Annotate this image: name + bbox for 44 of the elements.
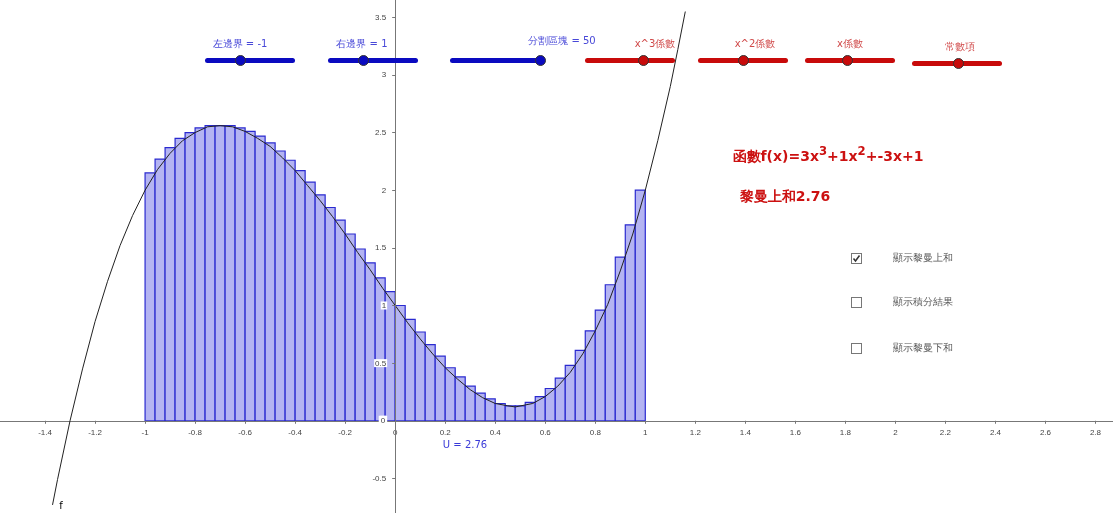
y-tick-label: 3 <box>381 70 387 80</box>
annotation: 常數項 <box>945 40 975 54</box>
annotation: 函數f(x)=3x$^{3}$+1x$^{2}$+-3x+1 <box>732 144 924 166</box>
annotation: 黎曼上和2.76 <box>739 188 831 206</box>
annotation: 顯示黎曼上和 <box>893 251 953 265</box>
y-tick-label: -0.5 <box>372 473 387 483</box>
annotation: 左邊界 = -1 <box>212 37 268 51</box>
x-tick-label: -0.4 <box>288 428 303 438</box>
y-tick-label: 1.5 <box>375 243 387 253</box>
x-tick-label: -1.4 <box>38 428 53 438</box>
y-tick-label: 0.5 <box>375 358 387 368</box>
x-tick-label: -1 <box>141 428 150 438</box>
x-tick-label: 0.4 <box>489 428 502 438</box>
annotation: 顯示黎曼下和 <box>893 341 953 355</box>
annotation: 右邊界 = 1 <box>336 37 388 51</box>
x-tick-label: 1.8 <box>839 428 852 438</box>
annotation: x係數 <box>837 37 863 51</box>
y-tick-label: 2.5 <box>375 128 387 138</box>
x-tick-label: 2.8 <box>1089 428 1102 438</box>
x-tick-label: 2.6 <box>1039 428 1052 438</box>
y-tick-label: 1 <box>381 300 387 310</box>
x-tick-label: 0.6 <box>539 428 552 438</box>
annotation: 顯示積分結果 <box>893 295 953 309</box>
annotation: x^2係數 <box>734 37 776 51</box>
x-tick-label: -0.8 <box>188 428 203 438</box>
x-tick-label: 2.2 <box>939 428 952 438</box>
x-tick-label: 2.4 <box>989 428 1002 438</box>
x-tick-label: 2 <box>893 428 899 438</box>
x-tick-label: -0.6 <box>238 428 253 438</box>
annotation: x^3係數 <box>634 37 676 51</box>
annotation: f <box>59 499 63 511</box>
x-tick-label: 0.2 <box>439 428 452 438</box>
x-tick-label: 1.6 <box>789 428 802 438</box>
x-tick-label: 1.2 <box>689 428 702 438</box>
y-tick-label: 0 <box>380 416 386 426</box>
annotation: U = 2.76 <box>442 438 488 450</box>
y-tick-label: 2 <box>381 185 387 195</box>
y-tick-label: 3.5 <box>375 12 387 22</box>
x-tick-label: -0.2 <box>338 428 353 438</box>
x-tick-label: 1.4 <box>739 428 752 438</box>
x-tick-label: 0.8 <box>589 428 602 438</box>
annotation: 分割區塊 = 50 <box>528 34 596 48</box>
x-tick-label: -1.2 <box>88 428 103 438</box>
x-tick-label: 1 <box>643 428 649 438</box>
